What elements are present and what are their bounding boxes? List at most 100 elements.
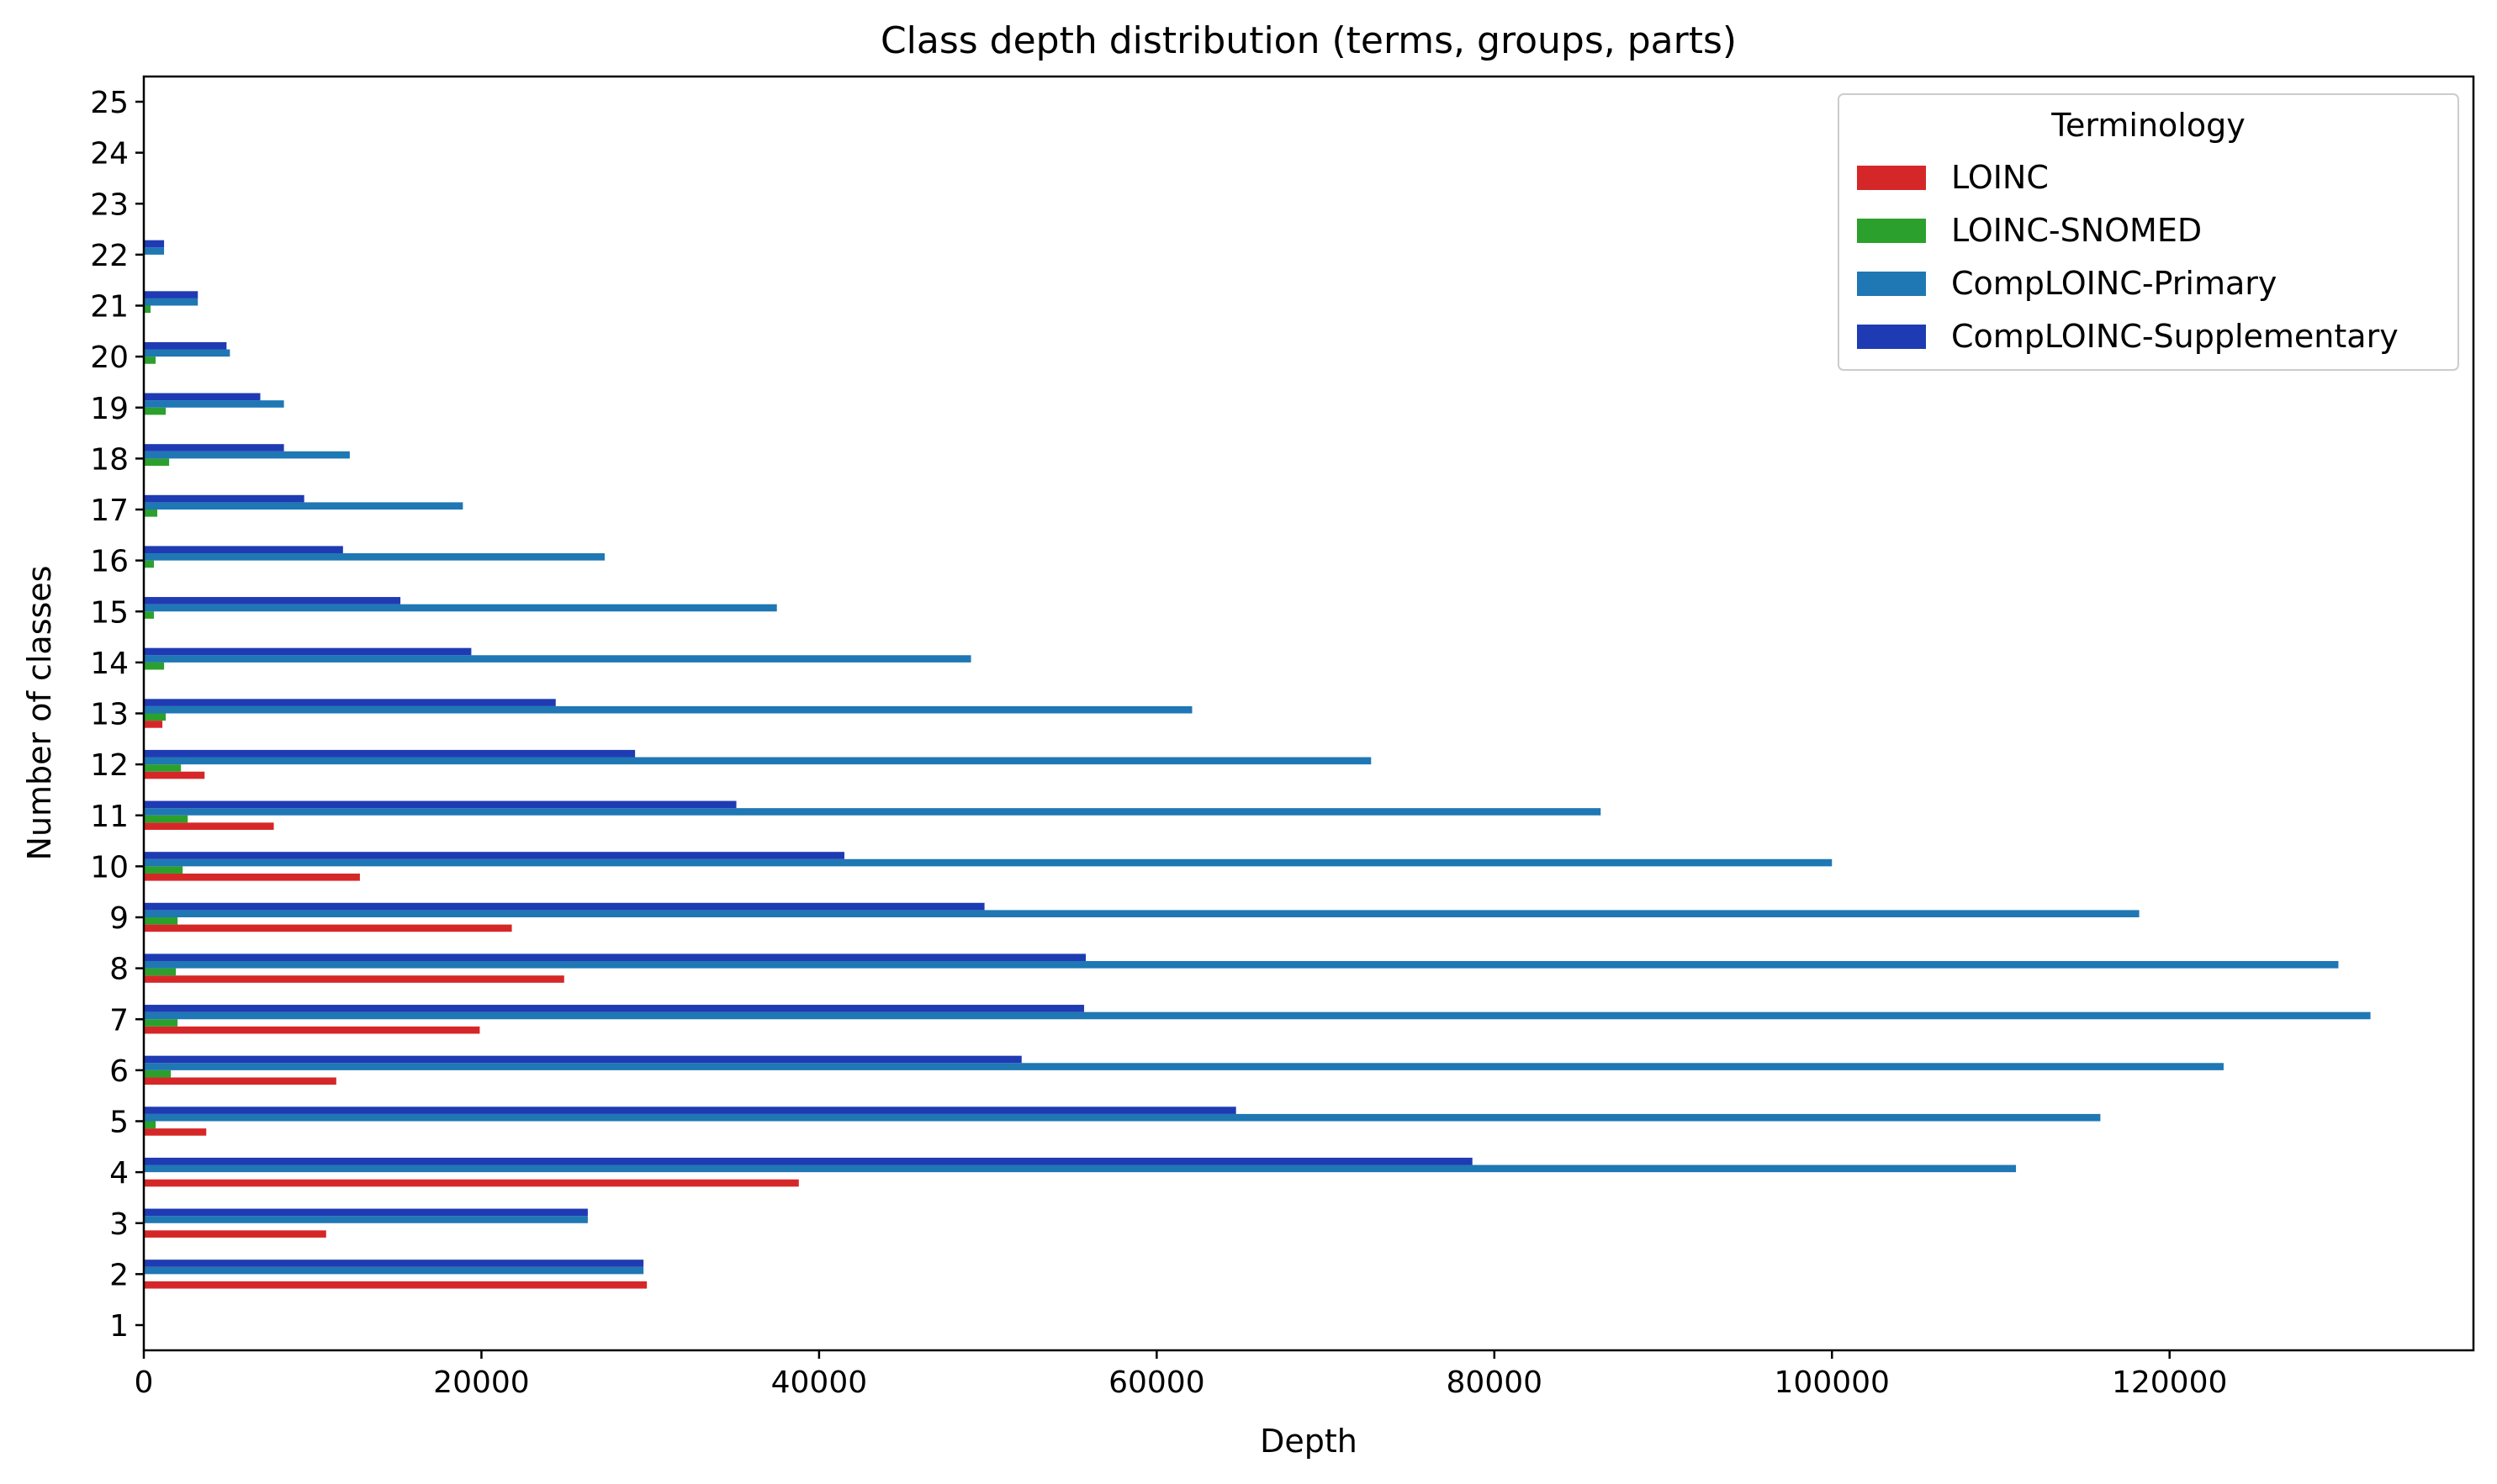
legend-swatch-comploinc-supplementary [1857,325,1926,349]
bar-comploinc-supplementary-13 [144,699,556,706]
bar-comploinc-supplementary-7 [144,1005,1085,1012]
y-tick-label-14: 14 [90,647,129,681]
y-tick-label-20: 20 [90,341,129,375]
y-tick-label-2: 2 [109,1258,129,1292]
bar-loinc-snomed-11 [144,815,188,823]
bar-loinc-snomed-15 [144,611,155,619]
bar-loinc-4 [144,1179,799,1187]
bar-comploinc-supplementary-15 [144,597,401,605]
y-tick-label-25: 25 [90,86,129,120]
bar-comploinc-primary-8 [144,961,2339,969]
bar-comploinc-supplementary-8 [144,953,1087,962]
bar-comploinc-primary-20 [144,349,230,357]
bar-comploinc-primary-5 [144,1113,2101,1122]
bar-loinc-9 [144,924,512,932]
bar-comploinc-supplementary-9 [144,902,985,911]
legend-swatch-loinc [1857,166,1926,190]
bars-group [144,240,2371,1289]
bar-comploinc-supplementary-6 [144,1055,1022,1064]
bar-comploinc-primary-4 [144,1164,2017,1173]
y-tick-label-12: 12 [90,748,129,783]
bar-comploinc-primary-14 [144,655,971,663]
bar-loinc-snomed-5 [144,1121,156,1129]
bar-loinc-snomed-6 [144,1069,172,1078]
y-tick-label-11: 11 [90,800,129,834]
y-axis-label: Number of classes [21,566,58,861]
bar-comploinc-primary-3 [144,1216,588,1223]
bar-loinc-snomed-19 [144,407,167,415]
bar-loinc-snomed-16 [144,560,155,568]
y-tick-label-13: 13 [90,698,129,732]
y-tick-label-23: 23 [90,187,129,222]
y-tick-label-18: 18 [90,442,129,477]
bar-loinc-2 [144,1281,648,1289]
y-tick-label-1: 1 [109,1309,129,1344]
bar-comploinc-primary-2 [144,1266,644,1275]
x-tick-label-60000: 60000 [1108,1365,1205,1400]
y-tick-label-10: 10 [90,850,129,885]
bar-loinc-11 [144,822,274,830]
bar-comploinc-supplementary-22 [144,240,165,248]
bar-loinc-snomed-21 [144,305,151,314]
bar-loinc-5 [144,1128,207,1136]
bar-loinc-10 [144,873,360,881]
bar-comploinc-primary-9 [144,910,2140,917]
bar-loinc-snomed-12 [144,764,182,772]
bar-comploinc-primary-16 [144,553,605,561]
bar-loinc-12 [144,771,205,779]
bar-comploinc-supplementary-4 [144,1157,1473,1165]
y-tick-label-22: 22 [90,239,129,273]
bar-loinc-snomed-20 [144,356,156,364]
legend-swatch-loinc-snomed [1857,219,1926,243]
bar-comploinc-primary-21 [144,298,198,306]
bar-comploinc-primary-10 [144,858,1833,867]
bar-comploinc-primary-18 [144,451,350,459]
bar-loinc-3 [144,1230,326,1238]
bar-comploinc-supplementary-10 [144,852,845,859]
x-tick-label-80000: 80000 [1447,1365,1543,1400]
bar-comploinc-primary-22 [144,247,165,255]
bar-comploinc-primary-17 [144,502,463,510]
y-tick-label-7: 7 [109,1003,129,1038]
x-axis-label: Depth [1260,1423,1357,1460]
legend-title: Terminology [2050,107,2245,144]
bar-comploinc-supplementary-3 [144,1208,588,1217]
y-tick-label-17: 17 [90,494,129,528]
bar-loinc-snomed-17 [144,510,158,517]
bar-loinc-snomed-9 [144,917,178,925]
bar-loinc-snomed-13 [144,713,167,721]
legend-frame [1838,93,2459,371]
bar-loinc-8 [144,975,564,983]
bar-loinc-snomed-7 [144,1019,178,1027]
y-tick-label-15: 15 [90,595,129,630]
bar-comploinc-primary-19 [144,400,284,408]
bar-comploinc-supplementary-11 [144,800,737,809]
bar-comploinc-supplementary-20 [144,341,227,350]
bar-comploinc-primary-12 [144,757,1372,765]
x-ticks-group: 0 20000 40000 60000 80000 100000 120000 [135,1350,2227,1400]
bar-comploinc-primary-15 [144,604,777,612]
bar-loinc-snomed-18 [144,458,170,466]
legend-swatch-comploinc-primary [1857,272,1926,296]
bar-comploinc-supplementary-19 [144,393,261,401]
bar-comploinc-supplementary-12 [144,749,636,758]
y-ticks-group: 1234567891011121314151617181920212223242… [90,86,144,1344]
legend-label-comploinc-primary: CompLOINC-Primary [1951,265,2277,302]
plot-frame [142,75,2475,1352]
bar-comploinc-supplementary-16 [144,546,343,554]
bar-loinc-13 [144,721,163,728]
bar-comploinc-primary-7 [144,1011,2371,1020]
bar-loinc-6 [144,1077,336,1085]
chart-title: Class depth distribution (terms, groups,… [881,19,1737,62]
x-tick-label-100000: 100000 [1775,1365,1890,1400]
legend-label-loinc: LOINC [1951,159,2049,196]
legend-label-loinc-snomed: LOINC-SNOMED [1951,212,2202,249]
x-tick-label-0: 0 [135,1365,154,1400]
y-tick-label-5: 5 [109,1106,129,1140]
x-tick-label-120000: 120000 [2112,1365,2227,1400]
y-tick-label-6: 6 [109,1054,129,1089]
bar-loinc-7 [144,1026,480,1034]
y-tick-label-16: 16 [90,545,129,579]
y-tick-label-8: 8 [109,953,129,987]
